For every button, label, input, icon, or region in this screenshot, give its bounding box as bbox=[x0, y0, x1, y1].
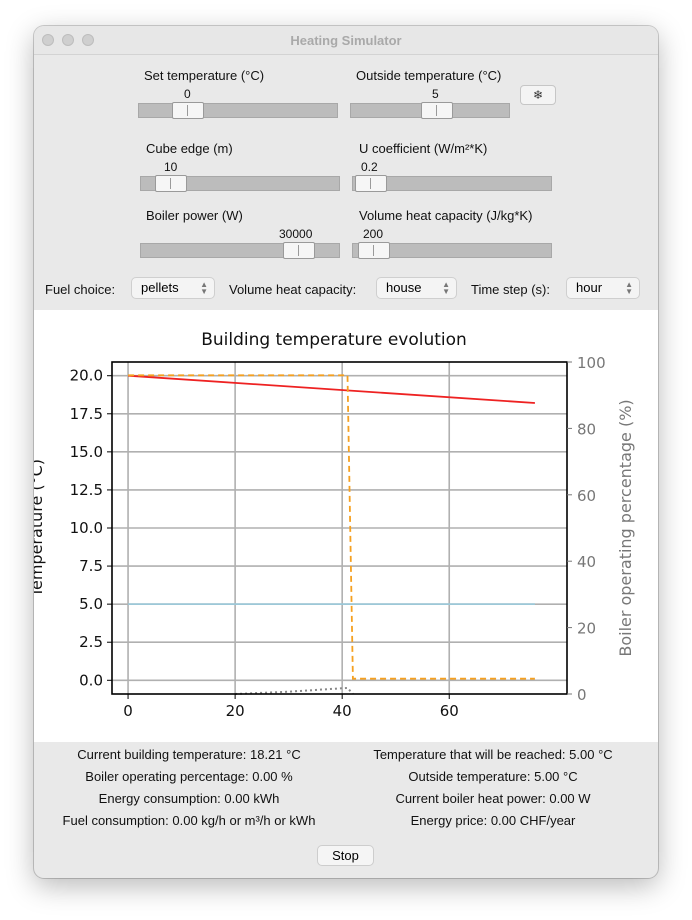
set-temperature-value: 0 bbox=[184, 87, 191, 101]
plot-panel: Building temperature evolution 0 20 40 60 0.… bbox=[34, 310, 658, 742]
time-step-label: Time step (s): bbox=[471, 282, 550, 297]
y-tick-label: 10.0 bbox=[70, 519, 103, 537]
boiler-power-value: 30000 bbox=[279, 227, 313, 241]
temperature-reached-text: Temperature that will be reached: 5.00 °… bbox=[373, 747, 613, 762]
zoom-window-button[interactable] bbox=[82, 34, 94, 46]
y2-tick-label: 60 bbox=[577, 487, 596, 505]
y2-tick-label: 100 bbox=[577, 354, 606, 372]
y-tick-label: 20.0 bbox=[70, 367, 103, 385]
current-building-temperature-text: Current building temperature: 18.21 °C bbox=[77, 747, 301, 762]
series-energy-line bbox=[235, 686, 354, 695]
select-arrows-icon: ▲ ▼ bbox=[625, 280, 633, 296]
cube-edge-value: 10 bbox=[164, 160, 178, 174]
temperature-chart: Building temperature evolution 0 20 40 60 0.… bbox=[34, 330, 635, 720]
outside-temperature-slider-thumb[interactable] bbox=[421, 102, 453, 119]
chart-ticks: 0 20 40 60 0.0 2.5 5.0 7.5 10.0 12.5 15.0 17.5 20.0 0… bbox=[70, 354, 606, 720]
boiler-power-slider[interactable] bbox=[140, 242, 340, 259]
u-coefficient-slider[interactable] bbox=[352, 175, 552, 192]
series-boiler-percentage-line bbox=[128, 374, 535, 680]
volume-heat-capacity-slider-thumb[interactable] bbox=[358, 242, 390, 259]
energy-price-text: Energy price: 0.00 CHF/year bbox=[410, 813, 576, 828]
y2-tick-label: 0 bbox=[577, 686, 587, 704]
close-window-button[interactable] bbox=[42, 34, 54, 46]
y-axis-label: Temperature (°C) bbox=[34, 459, 46, 598]
app-window: Heating Simulator Set temperature (°C) 0… bbox=[34, 26, 658, 878]
y-tick-label: 12.5 bbox=[70, 481, 103, 499]
x-tick-label: 20 bbox=[226, 702, 245, 720]
cube-edge-label: Cube edge (m) bbox=[146, 141, 233, 156]
set-temperature-slider[interactable] bbox=[138, 102, 338, 119]
time-step-select[interactable]: hour ▲ ▼ bbox=[566, 277, 640, 299]
select-arrows-icon: ▲ ▼ bbox=[442, 280, 450, 296]
volume-heat-capacity-select[interactable]: house ▲ ▼ bbox=[376, 277, 457, 299]
outside-temperature-value: 5 bbox=[432, 87, 439, 101]
fuel-choice-label: Fuel choice: bbox=[45, 282, 116, 297]
y2-axis-label: Boiler operating percentage (%) bbox=[616, 399, 635, 656]
select-arrows-icon: ▲ ▼ bbox=[200, 280, 208, 296]
minimize-window-button[interactable] bbox=[62, 34, 74, 46]
x-tick-label: 60 bbox=[440, 702, 459, 720]
chart-lines bbox=[128, 374, 535, 695]
volume-heat-capacity-slider-label: Volume heat capacity (J/kg*K) bbox=[359, 208, 533, 223]
set-temperature-slider-thumb[interactable] bbox=[172, 102, 204, 119]
boiler-power-slider-thumb[interactable] bbox=[283, 242, 315, 259]
set-temperature-label: Set temperature (°C) bbox=[144, 68, 265, 83]
boiler-operating-percentage-text: Boiler operating percentage: 0.00 % bbox=[85, 769, 293, 784]
volume-heat-capacity-selected-value: house bbox=[386, 280, 422, 295]
y2-tick-label: 20 bbox=[577, 620, 596, 638]
y-tick-label: 7.5 bbox=[79, 557, 103, 575]
outside-temperature-label: Outside temperature (°C) bbox=[356, 68, 502, 83]
y-tick-label: 2.5 bbox=[79, 633, 103, 651]
fuel-consumption-text: Fuel consumption: 0.00 kg/h or m³/h or k… bbox=[62, 813, 316, 828]
u-coefficient-label: U coefficient (W/m²*K) bbox=[359, 141, 488, 156]
y2-tick-label: 40 bbox=[577, 553, 596, 571]
fuel-choice-select[interactable]: pellets ▲ ▼ bbox=[131, 277, 215, 299]
chart-title: Building temperature evolution bbox=[201, 330, 467, 350]
u-coefficient-value: 0.2 bbox=[361, 160, 378, 174]
x-tick-label: 40 bbox=[333, 702, 352, 720]
cube-edge-slider[interactable] bbox=[140, 175, 340, 192]
x-tick-label: 0 bbox=[123, 702, 133, 720]
fuel-choice-selected-value: pellets bbox=[141, 280, 179, 295]
boiler-power-label: Boiler power (W) bbox=[146, 208, 243, 223]
series-building-temperature-line bbox=[128, 374, 535, 404]
volume-heat-capacity-label: Volume heat capacity: bbox=[229, 282, 357, 297]
cube-edge-slider-thumb[interactable] bbox=[155, 175, 187, 192]
outside-temperature-text: Outside temperature: 5.00 °C bbox=[408, 769, 578, 784]
boiler-heat-power-text: Current boiler heat power: 0.00 W bbox=[395, 791, 591, 806]
window-title: Heating Simulator bbox=[290, 33, 402, 48]
stop-button[interactable]: Stop bbox=[317, 845, 374, 866]
outside-temperature-slider[interactable] bbox=[350, 102, 510, 119]
u-coefficient-slider-thumb[interactable] bbox=[355, 175, 387, 192]
energy-consumption-text: Energy consumption: 0.00 kWh bbox=[98, 791, 280, 806]
y-tick-label: 0.0 bbox=[79, 671, 103, 689]
time-step-selected-value: hour bbox=[576, 280, 603, 295]
y-tick-label: 17.5 bbox=[70, 405, 103, 423]
y-tick-label: 15.0 bbox=[70, 443, 103, 461]
volume-heat-capacity-slider-value: 200 bbox=[363, 227, 384, 241]
y-tick-label: 5.0 bbox=[79, 595, 103, 613]
title-bar: Heating Simulator bbox=[34, 26, 658, 55]
y2-tick-label: 80 bbox=[577, 420, 596, 438]
volume-heat-capacity-slider[interactable] bbox=[352, 242, 552, 259]
chart-grid bbox=[112, 362, 567, 694]
snowflake-icon[interactable]: ❄ bbox=[520, 85, 556, 105]
